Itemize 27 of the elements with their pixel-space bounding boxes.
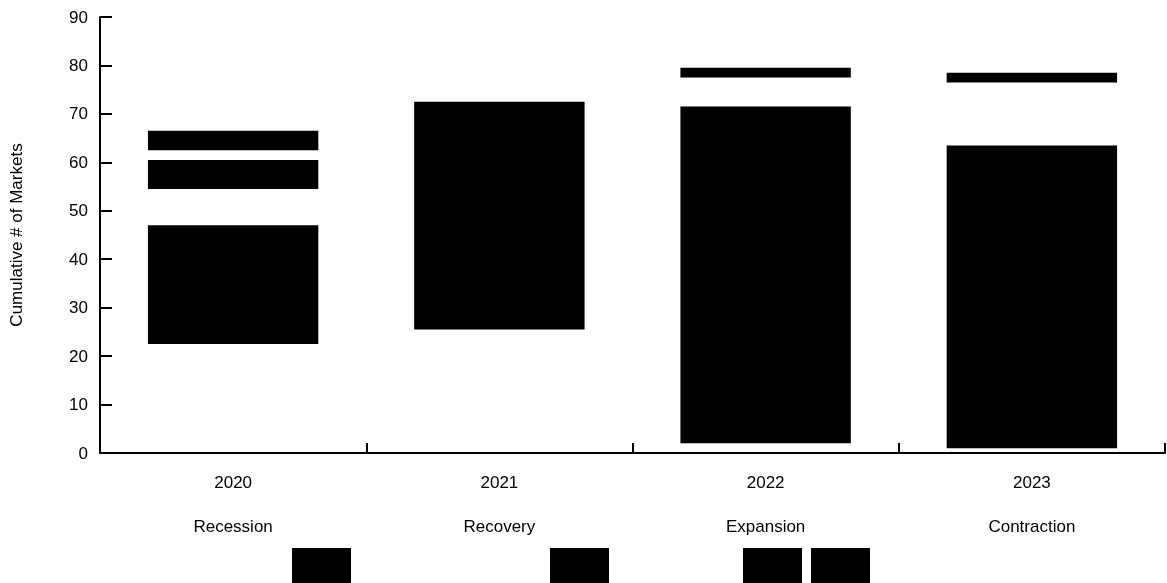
x-tick-label: 2020 — [214, 472, 253, 492]
y-tick-label: 30 — [69, 298, 88, 318]
x-tick-label: 2021 — [480, 472, 519, 492]
y-tick-label: 10 — [69, 395, 88, 415]
text: Expansion — [725, 516, 806, 536]
text: Contraction — [988, 516, 1076, 536]
text: Recession — [193, 516, 273, 536]
y-tick-label: 40 — [69, 249, 88, 269]
text: Recovery — [463, 516, 536, 536]
y-tick-label: 80 — [69, 55, 88, 75]
bar — [147, 225, 319, 344]
bar — [147, 130, 319, 151]
y-tick-label: 0 — [78, 443, 88, 463]
bar — [680, 106, 851, 444]
y-tick-label: 90 — [69, 7, 88, 27]
bar — [946, 72, 1118, 83]
y-tick-label: 50 — [69, 201, 88, 221]
bar — [147, 159, 319, 189]
bar — [680, 67, 851, 78]
bar — [414, 101, 585, 330]
y-tick-label: 60 — [69, 152, 88, 172]
y-tick-label: 20 — [69, 346, 88, 366]
y-tick-label: 70 — [69, 104, 88, 124]
y-axis-title: Cumulative # of Markets — [7, 143, 26, 327]
x-tick-label: 2022 — [746, 472, 785, 492]
bar — [946, 145, 1118, 449]
x-tick-label: 2023 — [1012, 472, 1051, 492]
